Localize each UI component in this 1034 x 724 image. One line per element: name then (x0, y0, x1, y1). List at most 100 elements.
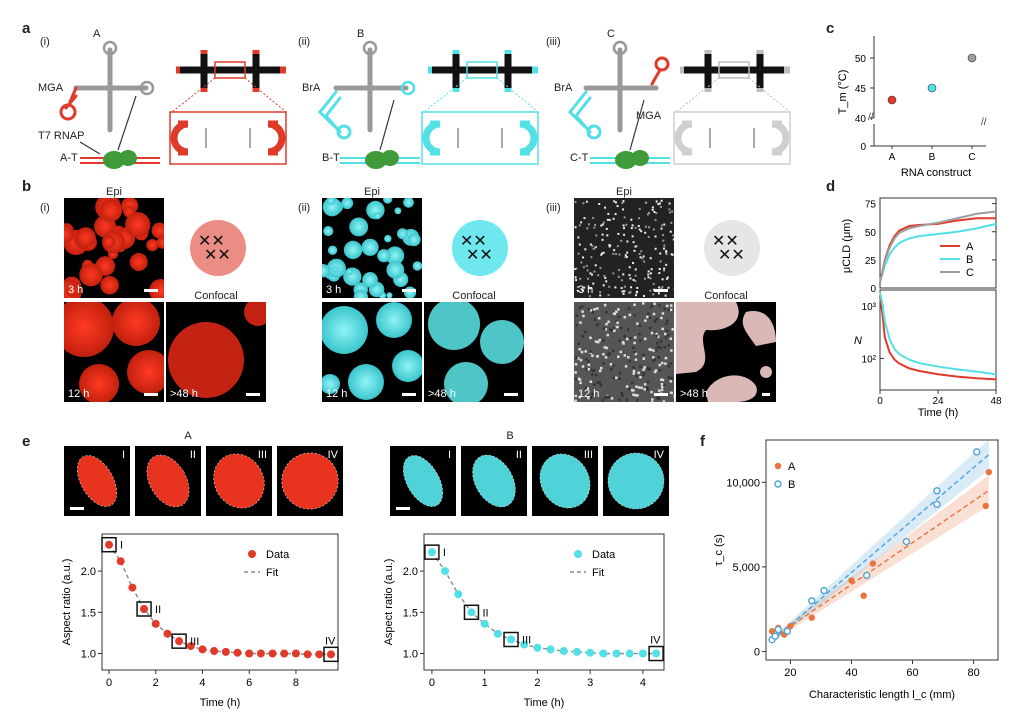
speckle (649, 305, 653, 309)
scalebar (246, 393, 260, 396)
ytick-label: 2.0 (403, 566, 418, 578)
droplet (362, 272, 378, 288)
speckle (574, 268, 577, 271)
droplet (412, 261, 422, 271)
speckle (618, 339, 621, 343)
droplet (281, 452, 339, 510)
speckle (578, 306, 581, 309)
speckle (643, 337, 647, 341)
speckle (656, 345, 660, 349)
chart-d-bottom-ylabel: N (854, 335, 862, 347)
speckle (584, 350, 587, 353)
speckle (593, 318, 597, 321)
speckle (645, 386, 649, 390)
speckle (580, 261, 583, 264)
chart-d-top-frame (879, 197, 997, 289)
chart-d-legend-label: C (966, 267, 974, 279)
data-point (186, 642, 195, 651)
speckle (660, 199, 663, 202)
time-i-48h: >48 h (170, 388, 198, 400)
speckle (617, 232, 620, 235)
speckle (633, 336, 637, 339)
chart-f-point-B (863, 571, 871, 580)
speckle (671, 309, 674, 312)
speckle (626, 251, 629, 254)
speckle (654, 235, 657, 238)
droplet (403, 198, 414, 208)
speckle (660, 316, 663, 320)
speckle (643, 388, 647, 391)
speckle (578, 395, 581, 399)
speckle (671, 253, 674, 256)
chart-c-xtick-label: A (889, 152, 896, 163)
chart-d-top-ytick-label: 25 (865, 256, 877, 267)
speckle (621, 290, 624, 293)
speckle (653, 358, 657, 361)
speckle (591, 369, 595, 372)
frame-marker-label: I (443, 547, 446, 559)
speckle (650, 268, 653, 271)
speckle (654, 219, 657, 222)
speckle (609, 328, 612, 331)
rna-cross-B (317, 40, 416, 140)
speckle (652, 283, 655, 286)
droplet (394, 207, 402, 215)
speckle (603, 274, 606, 277)
speckle (671, 328, 674, 331)
chart-f-legend-swatch-B (774, 480, 782, 488)
speckle (579, 277, 582, 280)
speckle (660, 361, 664, 365)
kissing-loop-C (674, 120, 790, 156)
chart-f-xtick-label: 60 (906, 667, 918, 679)
speckle (606, 234, 609, 237)
panel-b-ii-confocal-label: Confocal (452, 290, 496, 302)
speckle (599, 267, 602, 270)
chart-e-A-ylabel: Aspect ratio (a.u.) (61, 559, 73, 646)
speckle (576, 285, 579, 288)
speckle (646, 380, 650, 384)
scalebar (144, 289, 158, 292)
speckle (626, 328, 630, 331)
speckle (632, 369, 636, 373)
chart-f-point-B (771, 632, 779, 641)
speckle (664, 336, 668, 339)
frame-marker-label: I (120, 540, 123, 552)
speckle (648, 211, 651, 214)
micrograph-i-48h: >48 h (166, 302, 266, 402)
speckle (655, 317, 658, 321)
speckle (574, 362, 578, 366)
speckle (644, 225, 647, 228)
label-mga-c: MGA (636, 110, 662, 122)
speckle (632, 278, 635, 281)
speckle (615, 253, 618, 256)
speckle (612, 252, 615, 255)
speckle (601, 233, 604, 236)
speckle (660, 385, 664, 389)
speckle (663, 307, 666, 311)
speckle (654, 247, 657, 250)
speckle (577, 236, 580, 239)
speckle (652, 356, 655, 359)
speckle (651, 398, 654, 401)
speckle (658, 363, 661, 367)
speckle (638, 217, 641, 220)
speckle (574, 399, 577, 402)
data-point (151, 619, 160, 628)
fit-ellipse (77, 455, 117, 507)
droplet (77, 455, 117, 507)
speckle (582, 202, 585, 205)
speckle (589, 243, 592, 246)
droplet (407, 233, 421, 247)
speckle (644, 231, 647, 234)
speckle (622, 200, 625, 203)
frame-marker-label: IV (325, 635, 336, 647)
speckle (649, 277, 652, 280)
speckle (589, 350, 592, 353)
speckle (670, 349, 673, 352)
droplet (326, 198, 336, 206)
chart-d-top-ytick-label: 0 (870, 284, 876, 295)
speckle (618, 253, 621, 256)
droplet (129, 253, 148, 272)
speckle (582, 266, 585, 269)
droplet (102, 235, 116, 249)
